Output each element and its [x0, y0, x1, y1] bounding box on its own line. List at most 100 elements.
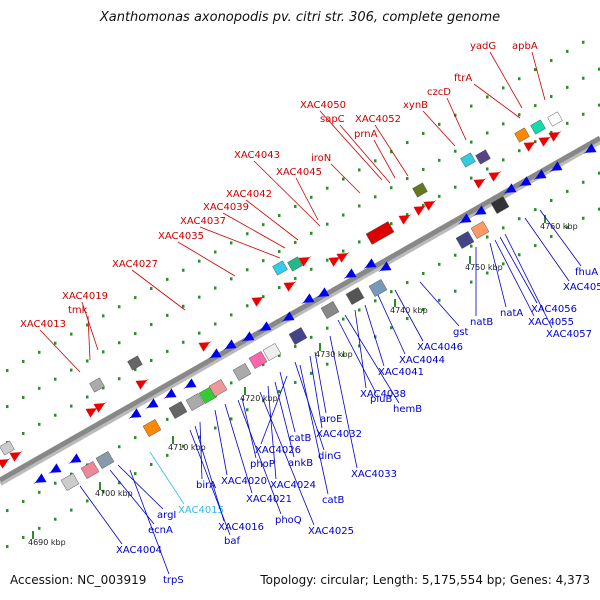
top-guide-far-dot [310, 195, 313, 199]
top-strand-gene [398, 214, 412, 225]
top-gene-label: XAC4045 [276, 167, 322, 178]
top-strand-gene [198, 341, 212, 352]
bottom-gene-label: hemB [393, 404, 422, 415]
bottom-gene-leader [274, 381, 295, 458]
top-guide-far-dot [582, 40, 585, 44]
top-guide-mid-dot [326, 222, 329, 226]
bottom-gene-leader [499, 236, 538, 304]
bottom-guide-near-dot [438, 262, 441, 266]
bottom-guide-near-dot [310, 335, 313, 339]
top-guide-mid-dot [214, 286, 217, 290]
top-gene-leader [131, 269, 186, 311]
genome-backbone [0, 135, 600, 483]
bottom-guide-near-dot [6, 509, 9, 513]
top-gene-leader [473, 83, 521, 119]
top-guide-near-dot [502, 158, 505, 162]
bottom-guide-far-dot [22, 535, 25, 539]
top-guide-near-dot [246, 304, 249, 308]
bottom-guide-near-dot [230, 381, 233, 385]
scale-label: 4760 kbp [540, 222, 578, 231]
bottom-gene-leader [504, 233, 553, 329]
top-strand-gene [473, 178, 487, 189]
scale-label: 4700 kbp [95, 489, 133, 498]
bottom-gene-leader [259, 391, 315, 526]
top-guide-near-dot [486, 167, 489, 171]
bottom-gene-label: XAC4015 [178, 505, 224, 516]
top-gene-label: czcD [427, 87, 451, 98]
bottom-gene-label: XAC4025 [308, 526, 354, 537]
top-strand-gene-box [127, 355, 143, 371]
top-guide-near-dot [54, 413, 57, 417]
top-strand-gene-box [365, 221, 395, 245]
top-strand-gene [85, 407, 99, 418]
top-guide-near-dot [294, 276, 297, 280]
top-guide-near-dot [358, 240, 361, 244]
top-guide-near-dot [582, 112, 585, 116]
top-guide-mid-dot [294, 240, 297, 244]
top-strand-gene [328, 256, 342, 267]
bottom-gene-leader [117, 464, 164, 510]
top-guide-mid-dot [502, 122, 505, 126]
bottom-guide-far-dot [534, 244, 537, 248]
top-guide-near-dot [566, 121, 569, 125]
bottom-gene-leader [279, 371, 296, 433]
bottom-guide-near-dot [390, 290, 393, 294]
bottom-strand-gene-box [95, 451, 115, 469]
top-guide-near-dot [102, 386, 105, 390]
top-guide-mid-dot [230, 277, 233, 281]
bottom-gene-leader [194, 425, 225, 522]
accession-text: Accession: NC_003919 [10, 573, 147, 587]
bottom-gene-leader [241, 397, 257, 459]
bottom-guide-near-dot [166, 417, 169, 421]
bottom-guide-near-dot [470, 244, 473, 248]
bottom-gene-leader [344, 314, 400, 404]
bottom-guide-far-dot [70, 508, 73, 512]
top-guide-mid-dot [182, 304, 185, 308]
bottom-strand-gene [316, 287, 330, 298]
top-guide-mid-dot [486, 131, 489, 135]
top-guide-far-dot [406, 141, 409, 145]
top-guide-far-dot [214, 250, 217, 254]
bottom-gene-leader [109, 469, 155, 525]
top-guide-near-dot [278, 286, 281, 290]
top-strand-gene [93, 402, 107, 413]
top-gene-leader [199, 226, 281, 259]
top-gene-leader [422, 110, 456, 147]
top-gene-leader [489, 51, 523, 109]
top-guide-far-dot [262, 223, 265, 227]
bottom-strand-gene-box [168, 401, 188, 419]
top-gene-label: ftrA [454, 73, 472, 84]
bottom-guide-near-dot [582, 180, 585, 184]
top-strand-gene [298, 256, 312, 267]
bottom-strand-gene [378, 261, 392, 272]
top-gene-label: iroN [311, 153, 331, 164]
top-gene-leader [222, 212, 286, 249]
top-gene-leader [374, 124, 409, 177]
top-gene-leader [295, 177, 319, 221]
bottom-gene-label: catB [322, 495, 345, 506]
bottom-gene-label: XAC4033 [351, 469, 397, 480]
bottom-gene-leader [394, 289, 424, 342]
bottom-gene-label: catB [289, 433, 312, 444]
bottom-guide-far-dot [342, 353, 345, 357]
bottom-gene-label: XAC4016 [218, 522, 264, 533]
bottom-guide-far-dot [598, 207, 600, 211]
top-guide-near-dot [230, 313, 233, 317]
bottom-gene-leader [199, 421, 203, 480]
top-guide-far-dot [342, 177, 345, 181]
bottom-guide-far-dot [422, 307, 425, 311]
top-strand-gene [283, 281, 297, 292]
top-strand-gene-box [287, 256, 303, 272]
top-guide-far-dot [550, 59, 553, 62]
top-guide-mid-dot [534, 104, 537, 108]
bottom-guide-far-dot [438, 298, 441, 302]
top-gene-leader [81, 301, 99, 351]
bottom-gene-label: phoP [250, 459, 275, 470]
bottom-gene-label: birA [196, 480, 216, 491]
bottom-strand-gene-box [142, 419, 162, 437]
bottom-guide-near-dot [534, 208, 537, 212]
bottom-gene-label: baf [224, 536, 240, 547]
top-guide-mid-dot [454, 149, 457, 153]
bottom-strand-gene-box [455, 231, 475, 249]
bottom-guide-far-dot [54, 517, 57, 521]
